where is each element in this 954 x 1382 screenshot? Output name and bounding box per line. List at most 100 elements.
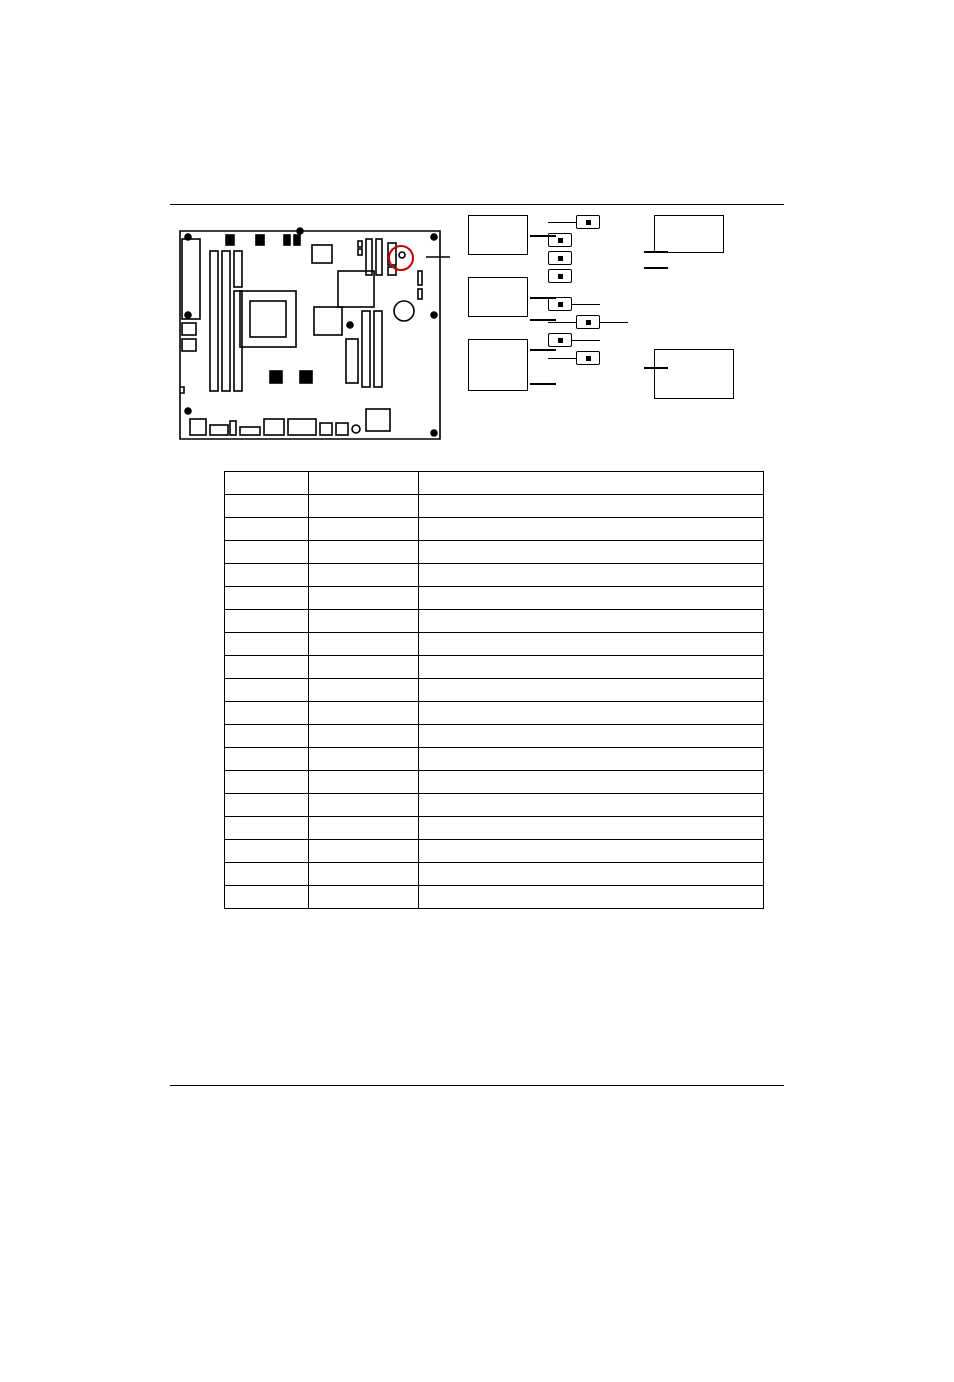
cell [419, 495, 764, 518]
table-row [225, 518, 764, 541]
cell [225, 564, 309, 587]
leader-r2 [644, 367, 668, 369]
cell [309, 863, 419, 886]
cell [309, 886, 419, 909]
pin-3 [548, 251, 572, 265]
table-row [225, 771, 764, 794]
cell [225, 748, 309, 771]
leader-2 [530, 297, 556, 299]
pin-6 [576, 315, 600, 329]
content-area [170, 200, 784, 909]
cell [309, 840, 419, 863]
cell [309, 748, 419, 771]
pin-column [548, 215, 628, 399]
highlight-circle [388, 245, 414, 271]
pin-1 [576, 215, 600, 229]
cell [225, 794, 309, 817]
label-box-3 [468, 339, 528, 391]
cell [309, 725, 419, 748]
table-row [225, 587, 764, 610]
cell [309, 633, 419, 656]
table-row [225, 610, 764, 633]
cell [309, 495, 419, 518]
cell [309, 541, 419, 564]
leader-5 [530, 383, 556, 385]
cell [309, 679, 419, 702]
cell [419, 679, 764, 702]
leader-4 [530, 349, 556, 351]
table-row [225, 679, 764, 702]
table-row [225, 794, 764, 817]
cell [225, 610, 309, 633]
leader-r1b [644, 267, 668, 269]
table-row [225, 817, 764, 840]
table-row [225, 725, 764, 748]
cell [419, 587, 764, 610]
cell [225, 840, 309, 863]
callout-cluster [468, 215, 784, 399]
cell [225, 541, 309, 564]
label-box-1 [468, 215, 528, 255]
motherboard-diagram [170, 215, 450, 455]
cell [419, 863, 764, 886]
cell [309, 610, 419, 633]
cell [225, 725, 309, 748]
cell [419, 633, 764, 656]
table-row [225, 840, 764, 863]
cell [309, 518, 419, 541]
cell [225, 863, 309, 886]
table-row [225, 656, 764, 679]
cell [419, 771, 764, 794]
cell [309, 817, 419, 840]
pin-8 [576, 351, 600, 365]
cell [225, 886, 309, 909]
table-row [225, 886, 764, 909]
pin-table-wrap [224, 471, 764, 909]
cell [225, 633, 309, 656]
cell [225, 518, 309, 541]
cell [419, 564, 764, 587]
label-box-right-2 [654, 349, 734, 399]
cell [419, 541, 764, 564]
cell [309, 656, 419, 679]
cell [419, 610, 764, 633]
left-label-boxes [468, 215, 528, 399]
cell [225, 472, 309, 495]
pin-table [224, 471, 764, 909]
cell [225, 702, 309, 725]
table-row [225, 541, 764, 564]
top-rule [170, 204, 784, 205]
leader-r1 [644, 251, 668, 253]
cell [225, 771, 309, 794]
cell [309, 472, 419, 495]
cell [225, 656, 309, 679]
table-row [225, 472, 764, 495]
cell [309, 794, 419, 817]
cell [419, 518, 764, 541]
cell [309, 771, 419, 794]
cell [309, 587, 419, 610]
cell [419, 702, 764, 725]
leader-1 [530, 235, 556, 237]
diagram-row [170, 215, 784, 455]
cell [419, 886, 764, 909]
cell [225, 495, 309, 518]
cell [225, 817, 309, 840]
pin-header-diagram [548, 215, 628, 399]
cell [419, 794, 764, 817]
cell [225, 679, 309, 702]
right-label-boxes [654, 215, 734, 399]
pin-4 [548, 269, 572, 283]
label-box-right-1 [654, 215, 724, 253]
table-row [225, 748, 764, 771]
cell [309, 564, 419, 587]
page [0, 0, 954, 1382]
table-row [225, 564, 764, 587]
table-row [225, 702, 764, 725]
leader-3 [530, 319, 556, 321]
cell [419, 840, 764, 863]
cell [419, 472, 764, 495]
pin-5 [548, 297, 572, 311]
cell [419, 817, 764, 840]
table-row [225, 863, 764, 886]
